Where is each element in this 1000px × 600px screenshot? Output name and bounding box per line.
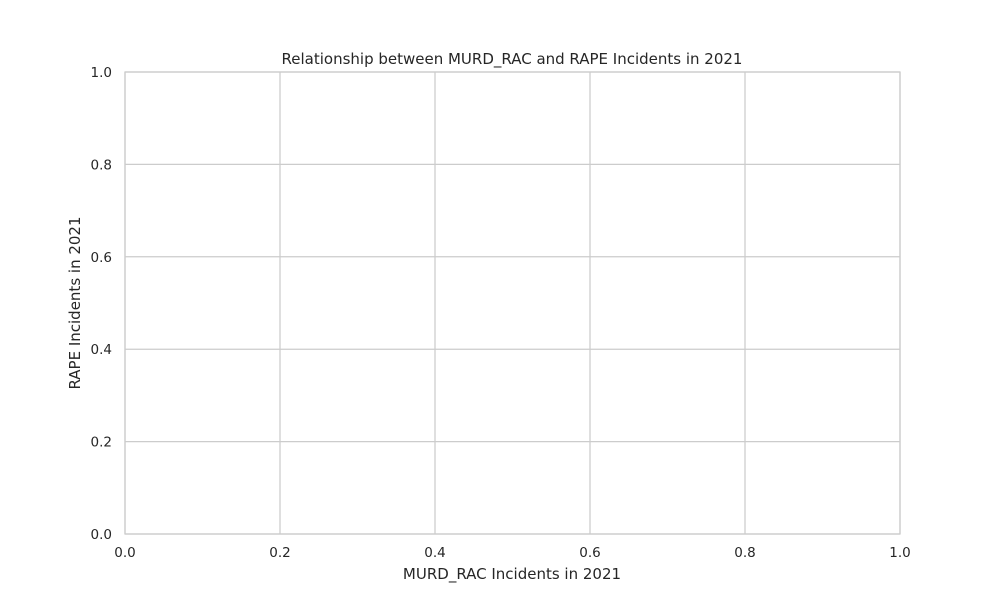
y-tick-label: 0.2 bbox=[91, 435, 112, 451]
x-tick-label: 1.0 bbox=[889, 545, 910, 561]
y-tick-label: 0.4 bbox=[91, 342, 112, 358]
x-tick-label: 0.0 bbox=[114, 545, 135, 561]
x-tick-label: 0.4 bbox=[424, 545, 445, 561]
x-tick-label: 0.2 bbox=[269, 545, 290, 561]
y-tick-label: 0.8 bbox=[91, 157, 112, 173]
y-axis-label: RAPE Incidents in 2021 bbox=[66, 216, 84, 389]
y-tick-label: 0.6 bbox=[91, 250, 112, 266]
y-tick-label: 1.0 bbox=[91, 65, 112, 81]
x-axis-label: MURD_RAC Incidents in 2021 bbox=[403, 565, 621, 584]
x-tick-label: 0.6 bbox=[579, 545, 600, 561]
y-axis-ticks: 0.0 0.2 0.4 0.6 0.8 1.0 bbox=[91, 65, 112, 543]
plot-frame bbox=[124, 71, 901, 535]
grid-lines bbox=[124, 71, 901, 535]
chart-title: Relationship between MURD_RAC and RAPE I… bbox=[282, 50, 743, 69]
y-tick-label: 0.0 bbox=[91, 527, 112, 543]
x-axis-ticks: 0.0 0.2 0.4 0.6 0.8 1.0 bbox=[114, 545, 910, 561]
x-tick-label: 0.8 bbox=[734, 545, 755, 561]
